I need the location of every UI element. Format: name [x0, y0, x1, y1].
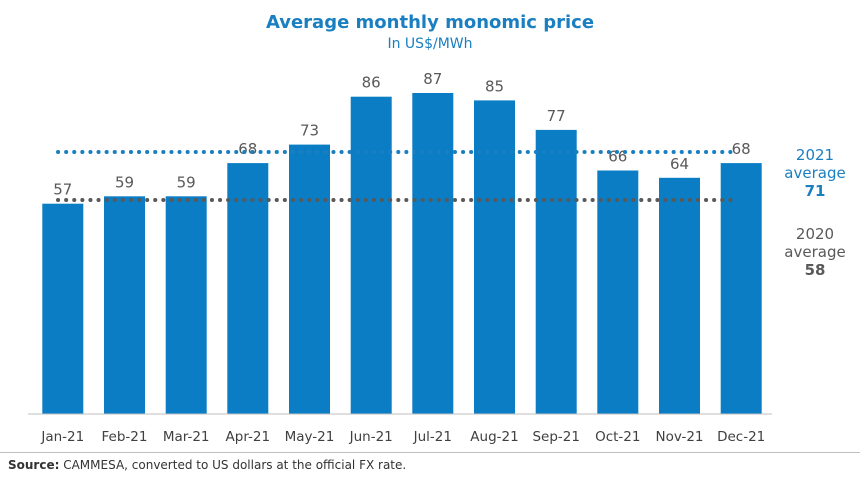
bar-value-label: 68 [732, 140, 751, 158]
x-tick-label: Jun-21 [349, 429, 393, 445]
bar-value-label: 66 [608, 148, 627, 166]
bar-aug-21 [474, 100, 515, 415]
bar-jun-21 [350, 96, 392, 414]
x-tick-label: Nov-21 [655, 429, 703, 445]
x-tick-label: Oct-21 [595, 429, 640, 445]
bar-feb-21 [104, 196, 145, 414]
bar-value-label: 68 [238, 140, 257, 158]
avg-2021-year: 2021 [795, 146, 835, 164]
bar-value-label: 64 [670, 155, 689, 173]
x-tick-label: Sep-21 [532, 429, 580, 445]
bar-oct-21 [597, 170, 639, 414]
x-tick-label: Apr-21 [226, 429, 271, 445]
x-tick-label: Dec-21 [717, 429, 765, 445]
bar-value-label: 87 [423, 70, 442, 88]
avg-2020-year: 2020 [795, 225, 835, 243]
avg-2021-text: average [784, 164, 846, 182]
bar-value-label: 59 [115, 173, 134, 191]
source-text: CAMMESA, converted to US dollars at the … [59, 458, 407, 472]
x-tick-label: May-21 [285, 429, 335, 445]
bar-nov-21 [659, 177, 700, 414]
bar-value-label: 73 [300, 122, 319, 140]
bar-value-label: 85 [485, 77, 504, 95]
source-note: Source: CAMMESA, converted to US dollars… [8, 458, 406, 472]
avg-2021-label: 2021 average 71 [770, 146, 860, 200]
bar-value-label: 57 [53, 181, 72, 199]
x-tick-label: Aug-21 [470, 429, 518, 445]
bar-apr-21 [227, 163, 269, 414]
avg-2020-value: 58 [804, 261, 826, 279]
x-tick-label: Jul-21 [413, 429, 452, 445]
bar-jan-21 [42, 203, 84, 414]
bar-dec-21 [720, 163, 762, 414]
x-tick-label: Jan-21 [40, 429, 84, 445]
bar-value-label: 77 [547, 107, 566, 125]
bar-value-label: 86 [362, 74, 381, 92]
avg-2020-label: 2020 average 58 [770, 225, 860, 279]
x-tick-label: Mar-21 [163, 429, 210, 445]
x-tick-label: Feb-21 [102, 429, 148, 445]
chart-subtitle: In US$/MWh [387, 36, 473, 52]
bar-chart: 57 Jan-21 59 Feb-21 59 Mar-21 68 Apr-21 73 May-21… [28, 70, 772, 445]
bar-mar-21 [165, 196, 207, 414]
bar-value-label: 59 [177, 173, 196, 191]
bar-jul-21 [412, 93, 454, 414]
bar-may-21 [289, 144, 330, 414]
chart-title: Average monthly monomic price [265, 12, 595, 33]
avg-2020-text: average [784, 243, 846, 261]
source-divider [0, 452, 860, 453]
avg-2021-value: 71 [804, 182, 826, 200]
bar-sep-21 [535, 129, 577, 414]
source-label: Source: [8, 458, 60, 472]
